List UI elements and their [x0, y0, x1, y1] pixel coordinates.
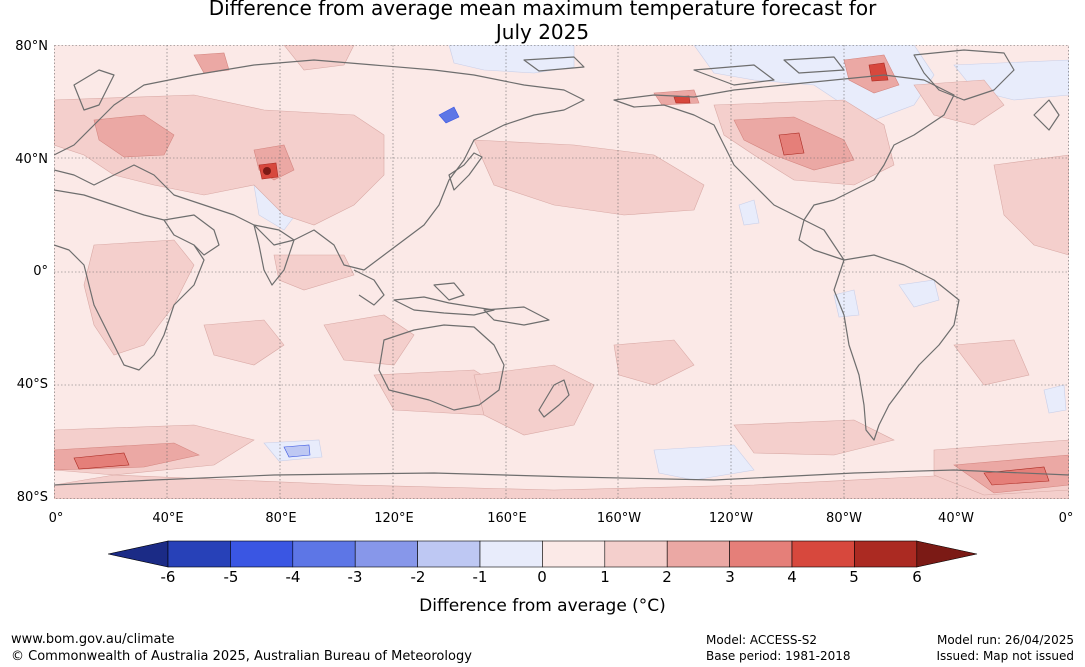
- legend-cell: [167, 540, 231, 568]
- legend-tick: 4: [787, 568, 797, 586]
- legend-tick: 1: [600, 568, 610, 586]
- lat-label-80s: 80°S: [16, 490, 48, 505]
- lon-label-40w: 40°W: [938, 511, 974, 526]
- legend-tick: -1: [472, 568, 488, 586]
- lon-label-40e: 40°E: [152, 511, 184, 526]
- legend-tick: -4: [285, 568, 301, 586]
- legend-tick: 3: [725, 568, 735, 586]
- legend-label: Difference from average (°C): [419, 596, 666, 616]
- legend-cell: [417, 540, 481, 568]
- lon-label-0-east: 0°: [1058, 511, 1074, 526]
- legend-tick: 0: [537, 568, 547, 586]
- lon-label-160w: 160°W: [596, 511, 642, 526]
- legend-cell: [292, 540, 356, 568]
- lon-label-80e: 80°E: [265, 511, 297, 526]
- footer-website: www.bom.gov.au/climate: [11, 632, 175, 647]
- legend-cell: [666, 540, 730, 568]
- lat-label-40s: 40°S: [16, 377, 48, 392]
- map-title: Difference from average mean maximum tem…: [0, 0, 1085, 44]
- footer-copyright: © Commonwealth of Australia 2025, Austra…: [11, 649, 472, 664]
- legend-cell: [542, 540, 606, 568]
- footer-issued: Issued: Map not issued: [936, 649, 1074, 663]
- map-canvas: [54, 45, 1069, 499]
- graticule: [54, 45, 1069, 499]
- lat-label-0: 0°: [33, 264, 48, 279]
- lat-label-40n: 40°N: [15, 152, 48, 167]
- legend-cell: [854, 540, 918, 568]
- legend-colorbar: [108, 540, 978, 568]
- legend-tick: -3: [347, 568, 363, 586]
- legend-cell: [230, 540, 294, 568]
- legend-cell: [479, 540, 543, 568]
- legend-cell: [604, 540, 668, 568]
- legend-cell: [354, 540, 418, 568]
- lon-label-160e: 160°E: [487, 511, 527, 526]
- lon-label-0-west: 0°: [48, 511, 64, 526]
- footer-base-period: Base period: 1981-2018: [706, 649, 851, 663]
- legend-tick: 6: [912, 568, 922, 586]
- footer-model: Model: ACCESS-S2: [706, 633, 818, 647]
- title-line-2: July 2025: [495, 20, 590, 44]
- legend-tick: -2: [410, 568, 426, 586]
- forecast-map: [54, 45, 1069, 499]
- title-line-1: Difference from average mean maximum tem…: [208, 0, 877, 20]
- lon-label-120e: 120°E: [374, 511, 414, 526]
- legend-cell: [916, 540, 978, 568]
- legend-cell: [791, 540, 855, 568]
- legend-cell: [108, 540, 169, 568]
- legend-tick: 5: [849, 568, 859, 586]
- footer-model-run: Model run: 26/04/2025: [936, 633, 1074, 647]
- lon-label-80w: 80°W: [826, 511, 862, 526]
- legend-tick: -5: [223, 568, 239, 586]
- lon-label-120w: 120°W: [708, 511, 754, 526]
- lat-label-80n: 80°N: [15, 39, 48, 54]
- coastlines: [54, 49, 1069, 486]
- legend-cell: [729, 540, 793, 568]
- legend-tick: 2: [662, 568, 672, 586]
- strong-cool-patch: [283, 106, 460, 458]
- legend-tick: -6: [160, 568, 176, 586]
- hot-spot-core: [263, 167, 271, 175]
